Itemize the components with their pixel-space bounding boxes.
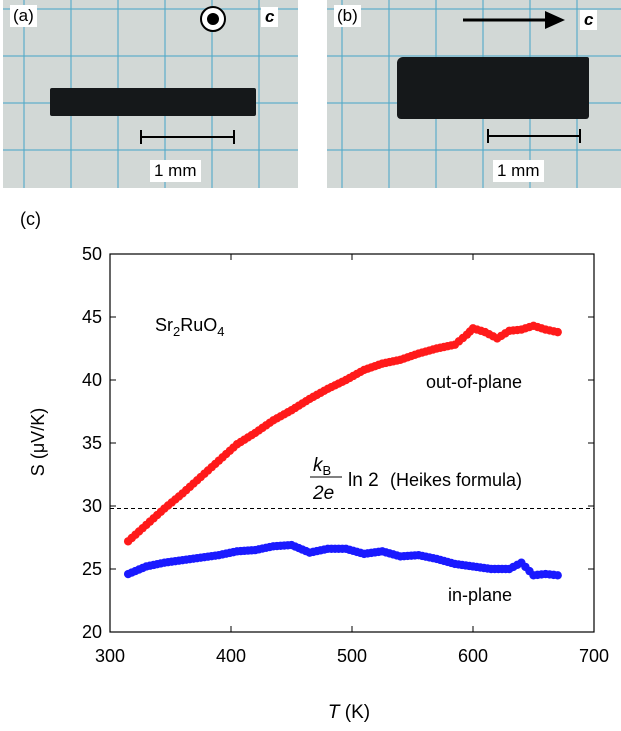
y-tick-label: 25 bbox=[82, 559, 102, 579]
in-plane-point bbox=[553, 571, 562, 580]
material-label: Sr2RuO4 bbox=[155, 315, 224, 339]
c-axis-arrow-icon bbox=[463, 11, 565, 29]
scale-bar-b bbox=[487, 129, 581, 143]
y-tick-label: 20 bbox=[82, 622, 102, 642]
y-tick-label: 35 bbox=[82, 433, 102, 453]
scale-label-b: 1 mm bbox=[493, 160, 544, 182]
heikes-numerator: kB bbox=[313, 455, 331, 478]
heikes-denominator: 2e bbox=[312, 483, 334, 504]
y-tick-label: 50 bbox=[82, 244, 102, 264]
x-tick-label: 500 bbox=[337, 646, 367, 666]
crystal-a bbox=[50, 88, 256, 116]
y-tick-label: 30 bbox=[82, 496, 102, 516]
axis-ticks: 300 400 500 600 700 20 25 30 35 40 45 50 bbox=[82, 244, 609, 666]
panel-label-a: (a) bbox=[10, 5, 37, 27]
heikes-label: (Heikes formula) bbox=[390, 470, 522, 490]
c-axis-label-a: c bbox=[261, 7, 279, 27]
x-tick-label: 400 bbox=[216, 646, 246, 666]
crystal-b bbox=[397, 57, 589, 119]
x-axis-label: T (K) bbox=[328, 702, 370, 723]
series-label-out-of-plane: out-of-plane bbox=[426, 372, 522, 392]
photo-panel-b: (b) c 1 mm bbox=[327, 0, 621, 188]
c-axis-label-b: c bbox=[580, 10, 598, 30]
y-tick-label: 45 bbox=[82, 307, 102, 327]
y-tick-label: 40 bbox=[82, 370, 102, 390]
series-label-in-plane: in-plane bbox=[448, 585, 512, 605]
heikes-annotation: kB 2e ln 2 (Heikes formula) bbox=[310, 455, 522, 504]
c-axis-out-of-page-icon bbox=[200, 6, 226, 32]
x-tick-label: 700 bbox=[579, 646, 609, 666]
scale-label-a: 1 mm bbox=[150, 160, 201, 182]
panel-label-c: (c) bbox=[20, 209, 41, 229]
plot-frame bbox=[109, 253, 595, 633]
y-axis-label: S (μV/K) bbox=[28, 408, 48, 476]
x-tick-label: 600 bbox=[458, 646, 488, 666]
out-of-plane-point bbox=[553, 327, 562, 337]
data-points bbox=[123, 321, 562, 580]
photo-panel-a: (a) c 1 mm bbox=[3, 0, 298, 188]
panel-label-b: (b) bbox=[334, 5, 361, 27]
scale-bar-a bbox=[140, 130, 235, 144]
x-tick-label: 300 bbox=[95, 646, 125, 666]
heikes-ln: ln 2 bbox=[348, 470, 379, 491]
